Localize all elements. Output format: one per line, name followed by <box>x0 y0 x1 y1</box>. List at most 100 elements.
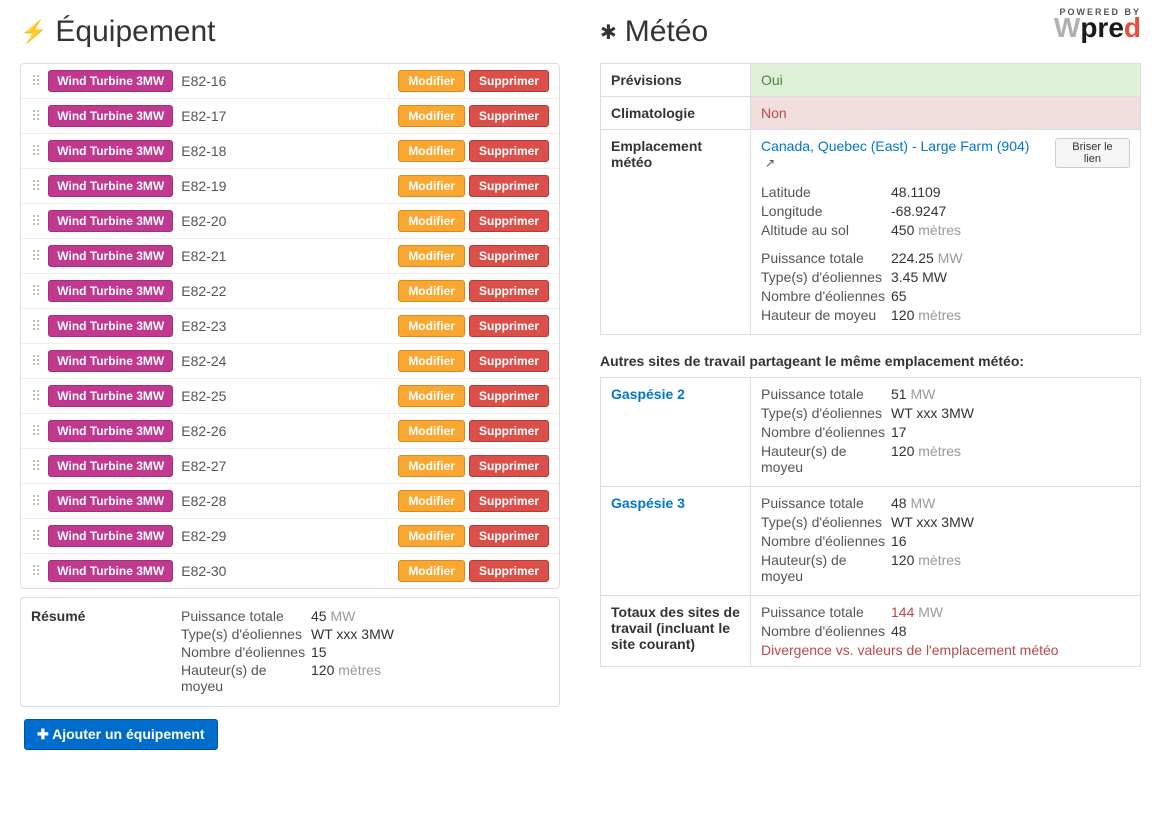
site-link[interactable]: Gaspésie 2 <box>611 386 685 402</box>
modify-button[interactable]: Modifier <box>398 210 465 232</box>
lat-label: Latitude <box>761 184 891 200</box>
equipment-name: E82-26 <box>181 423 394 439</box>
drag-handle-icon[interactable]: ⠿ <box>31 144 40 158</box>
delete-button[interactable]: Supprimer <box>469 175 549 197</box>
delete-button[interactable]: Supprimer <box>469 350 549 372</box>
delete-button[interactable]: Supprimer <box>469 210 549 232</box>
equipment-row: ⠿Wind Turbine 3MWE82-24ModifierSupprimer <box>21 344 559 379</box>
equipment-type-badge: Wind Turbine 3MW <box>48 455 173 477</box>
modify-button[interactable]: Modifier <box>398 420 465 442</box>
external-link-icon: ↗ <box>765 156 775 170</box>
add-equipment-button[interactable]: ✚ Ajouter un équipement <box>24 719 218 750</box>
delete-button[interactable]: Supprimer <box>469 385 549 407</box>
powered-by-logo: POWERED BY Wpred <box>1054 7 1141 39</box>
site-hub-value: 120 <box>891 552 914 568</box>
delete-button[interactable]: Supprimer <box>469 280 549 302</box>
drag-handle-icon[interactable]: ⠿ <box>31 319 40 333</box>
drag-handle-icon[interactable]: ⠿ <box>31 354 40 368</box>
site-count-label: Nombre d'éoliennes <box>761 424 891 440</box>
site-link[interactable]: Gaspésie 3 <box>611 495 685 511</box>
equipment-row: ⠿ Wind Turbine 3MW E82-19ModifierSupprimer <box>21 169 559 204</box>
loc-hub-label: Hauteur de moyeu <box>761 307 891 323</box>
modify-button[interactable]: Modifier <box>398 385 465 407</box>
equipment-type-badge: Wind Turbine 3MW <box>48 245 173 267</box>
meteo-table: Prévisions Oui Climatologie Non Emplacem… <box>600 63 1141 335</box>
modify-button[interactable]: Modifier <box>398 70 465 92</box>
site-power-value: 51 <box>891 386 907 402</box>
site-hub-label: Hauteur(s) de moyeu <box>761 443 891 475</box>
delete-button[interactable]: Supprimer <box>469 490 549 512</box>
site-hub-unit: mètres <box>918 443 961 459</box>
summary-count-value: 15 <box>311 644 327 660</box>
equipment-type-badge: Wind Turbine 3MW <box>48 315 173 337</box>
drag-handle-icon[interactable]: ⠿ <box>31 214 40 228</box>
modify-button[interactable]: Modifier <box>398 455 465 477</box>
equipment-row: ⠿Wind Turbine 3MWE82-29ModifierSupprimer <box>21 519 559 554</box>
modify-button[interactable]: Modifier <box>398 175 465 197</box>
totals-power-unit: MW <box>918 604 943 620</box>
summary-type-label: Type(s) d'éoliennes <box>181 626 311 642</box>
summary-power-unit: MW <box>330 608 355 624</box>
delete-button[interactable]: Supprimer <box>469 105 549 127</box>
site-count-value: 17 <box>891 424 907 440</box>
modify-button[interactable]: Modifier <box>398 315 465 337</box>
modify-button[interactable]: Modifier <box>398 245 465 267</box>
delete-button[interactable]: Supprimer <box>469 140 549 162</box>
gear-icon: ✱ <box>600 20 617 45</box>
site-power-label: Puissance totale <box>761 495 891 511</box>
break-link-button[interactable]: Briser le lien <box>1055 138 1130 168</box>
equipment-type-badge: Wind Turbine 3MW <box>48 210 173 232</box>
delete-button[interactable]: Supprimer <box>469 560 549 582</box>
delete-button[interactable]: Supprimer <box>469 525 549 547</box>
lat-value: 48.1109 <box>891 184 941 200</box>
lon-label: Longitude <box>761 203 891 219</box>
drag-handle-icon[interactable]: ⠿ <box>31 494 40 508</box>
equipment-name: E82-23 <box>181 318 394 334</box>
modify-button[interactable]: Modifier <box>398 350 465 372</box>
drag-handle-icon[interactable]: ⠿ <box>31 74 40 88</box>
drag-handle-icon[interactable]: ⠿ <box>31 564 40 578</box>
site-hub-value: 120 <box>891 443 914 459</box>
location-label: Emplacement météo <box>601 130 751 335</box>
summary-count-label: Nombre d'éoliennes <box>181 644 311 660</box>
climato-value: Non <box>751 97 1141 130</box>
site-power-label: Puissance totale <box>761 386 891 402</box>
site-count-value: 16 <box>891 533 907 549</box>
site-power-unit: MW <box>910 386 935 402</box>
location-link[interactable]: Canada, Quebec (East) - Large Farm (904)… <box>761 138 1031 170</box>
delete-button[interactable]: Supprimer <box>469 245 549 267</box>
delete-button[interactable]: Supprimer <box>469 315 549 337</box>
delete-button[interactable]: Supprimer <box>469 455 549 477</box>
summary-type-value: WT xxx 3MW <box>311 626 394 642</box>
equipment-name: E82-22 <box>181 283 394 299</box>
drag-handle-icon[interactable]: ⠿ <box>31 179 40 193</box>
drag-handle-icon[interactable]: ⠿ <box>31 459 40 473</box>
climato-label: Climatologie <box>601 97 751 130</box>
modify-button[interactable]: Modifier <box>398 490 465 512</box>
equipment-row: ⠿Wind Turbine 3MWE82-20ModifierSupprimer <box>21 204 559 239</box>
drag-handle-icon[interactable]: ⠿ <box>31 284 40 298</box>
drag-handle-icon[interactable]: ⠿ <box>31 249 40 263</box>
modify-button[interactable]: Modifier <box>398 105 465 127</box>
modify-button[interactable]: Modifier <box>398 560 465 582</box>
equipment-name: E82-27 <box>181 458 394 474</box>
drag-handle-icon[interactable]: ⠿ <box>31 389 40 403</box>
delete-button[interactable]: Supprimer <box>469 420 549 442</box>
drag-handle-icon[interactable]: ⠿ <box>31 109 40 123</box>
modify-button[interactable]: Modifier <box>398 525 465 547</box>
delete-button[interactable]: Supprimer <box>469 70 549 92</box>
equipment-row: ⠿ Wind Turbine 3MW E82-23ModifierSupprimer <box>21 309 559 344</box>
summary-hub-unit: mètres <box>338 662 381 678</box>
equipment-name: E82-19 <box>181 178 394 194</box>
drag-handle-icon[interactable]: ⠿ <box>31 529 40 543</box>
equipment-type-badge: Wind Turbine 3MW <box>48 175 173 197</box>
other-sites-heading: Autres sites de travail partageant le mê… <box>600 353 1141 369</box>
totals-count-value: 48 <box>891 623 907 639</box>
modify-button[interactable]: Modifier <box>398 280 465 302</box>
site-power-value: 48 <box>891 495 907 511</box>
equipment-row: ⠿Wind Turbine 3MWE82-16ModifierSupprimer <box>21 64 559 99</box>
modify-button[interactable]: Modifier <box>398 140 465 162</box>
drag-handle-icon[interactable]: ⠿ <box>31 424 40 438</box>
equipment-type-badge: Wind Turbine 3MW <box>48 105 173 127</box>
bolt-icon: ⚡ <box>20 19 47 45</box>
